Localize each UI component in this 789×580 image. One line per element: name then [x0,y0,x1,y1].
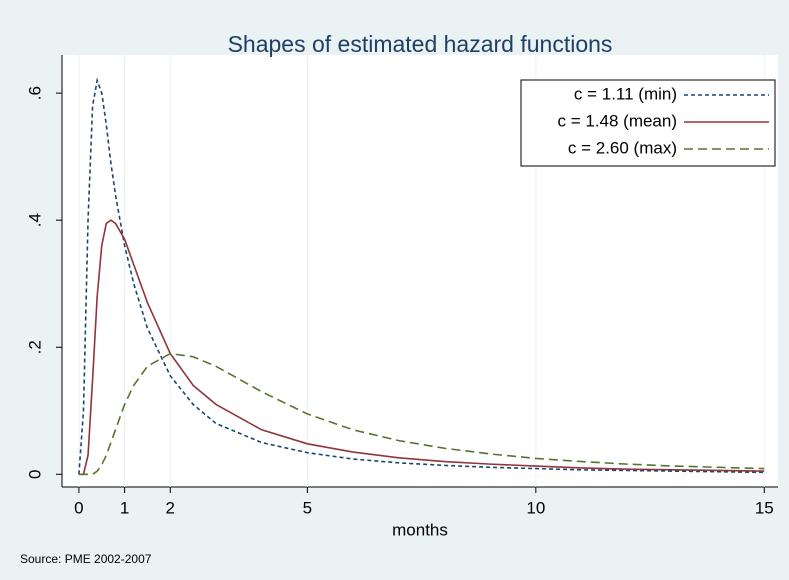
series-line [78,219,765,476]
legend-box [520,79,776,167]
x-tick-label: 5 [303,498,312,517]
source-note: Source: PME 2002-2007 [20,552,152,566]
y-tick-label: 0 [25,470,44,479]
chart-title: Shapes of estimated hazard functions [228,31,613,57]
legend-label: c = 2.60 (max) [568,138,677,157]
y-tick-label: .2 [25,340,44,354]
x-tick-label: 10 [526,498,545,517]
x-tick-label: 2 [166,498,175,517]
legend-label: c = 1.48 (mean) [557,111,677,130]
series-line [78,77,765,475]
x-tick-label: 15 [755,498,774,517]
y-tick-label: .4 [25,213,44,227]
x-tick-label: 1 [120,498,129,517]
x-tick-label: 0 [74,498,83,517]
series-line [78,352,765,476]
legend-label: c = 1.11 (min) [574,84,677,103]
x-axis-label: months [392,520,448,539]
y-tick-label: .6 [25,86,44,100]
